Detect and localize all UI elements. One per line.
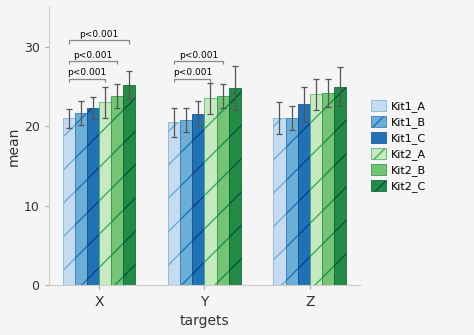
Bar: [168, 122, 180, 285]
Y-axis label: mean: mean: [7, 127, 21, 166]
Bar: [228, 88, 241, 285]
Text: p<0.001: p<0.001: [73, 51, 113, 60]
Text: p<0.001: p<0.001: [80, 30, 119, 39]
Bar: [285, 118, 298, 285]
Bar: [75, 113, 87, 285]
Bar: [273, 118, 285, 285]
Bar: [298, 104, 310, 285]
Bar: [204, 98, 217, 285]
Bar: [63, 118, 75, 285]
Text: p<0.001: p<0.001: [179, 51, 218, 60]
Bar: [111, 96, 123, 285]
Legend: Kit1_A, Kit1_B, Kit1_C, Kit2_A, Kit2_B, Kit2_C: Kit1_A, Kit1_B, Kit1_C, Kit2_A, Kit2_B, …: [369, 98, 428, 194]
Bar: [123, 85, 136, 285]
Bar: [99, 103, 111, 285]
Bar: [87, 108, 99, 285]
Bar: [217, 96, 228, 285]
Bar: [310, 94, 322, 285]
Text: p<0.001: p<0.001: [173, 68, 212, 77]
Bar: [192, 114, 204, 285]
X-axis label: targets: targets: [180, 314, 229, 328]
Bar: [322, 93, 334, 285]
Bar: [180, 120, 192, 285]
Bar: [334, 86, 346, 285]
Text: p<0.001: p<0.001: [67, 68, 107, 77]
